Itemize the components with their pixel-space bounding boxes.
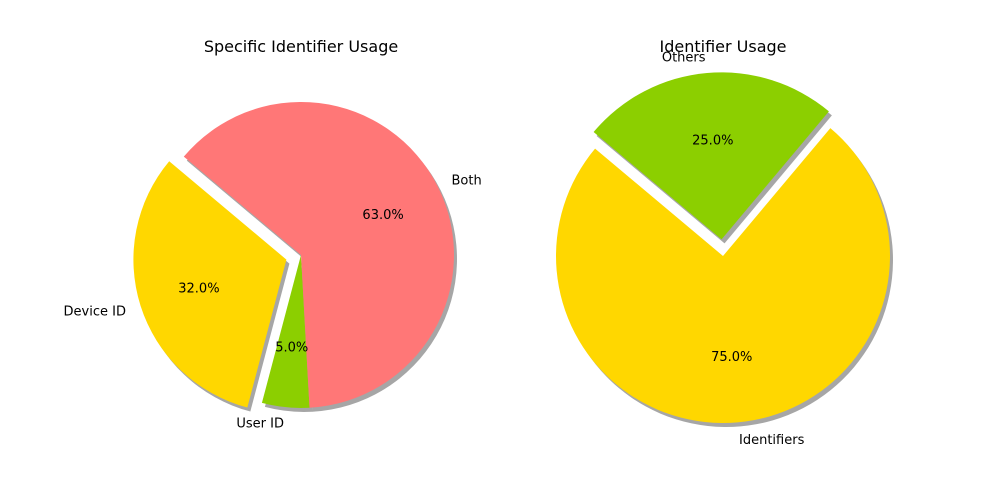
chart-title: Specific Identifier Usage <box>204 37 398 56</box>
slice-label-both: Both <box>451 174 481 189</box>
slice-pct-others: 25.0% <box>692 134 733 149</box>
pie-chart-identifier-usage: Identifier Usage Identifiers 75.0% Others 2… <box>555 37 893 448</box>
slice-pct-user-id: 5.0% <box>275 340 308 355</box>
slice-label-others: Others <box>662 50 706 65</box>
slice-label-device-id: Device ID <box>64 305 126 320</box>
slice-label-user-id: User ID <box>236 416 284 431</box>
slice-identifiers <box>555 128 890 424</box>
slice-device-id <box>133 161 287 408</box>
slice-user-id <box>261 255 310 408</box>
slice-pct-both: 63.0% <box>362 208 403 223</box>
pie-slices: Device ID 32.0% User ID 5.0% Both 63.0% <box>64 102 482 431</box>
pie-chart-specific-identifier-usage: Specific Identifier Usage Device ID 32.0%… <box>64 37 482 431</box>
pie-slices: Identifiers 75.0% Others 25.0% <box>555 50 893 448</box>
slice-others <box>593 72 829 240</box>
slice-label-identifiers: Identifiers <box>739 433 805 448</box>
slice-pct-device-id: 32.0% <box>178 281 219 296</box>
chart-title: Identifier Usage <box>659 37 786 56</box>
slice-both <box>183 102 455 408</box>
slice-pct-identifiers: 75.0% <box>711 350 752 365</box>
